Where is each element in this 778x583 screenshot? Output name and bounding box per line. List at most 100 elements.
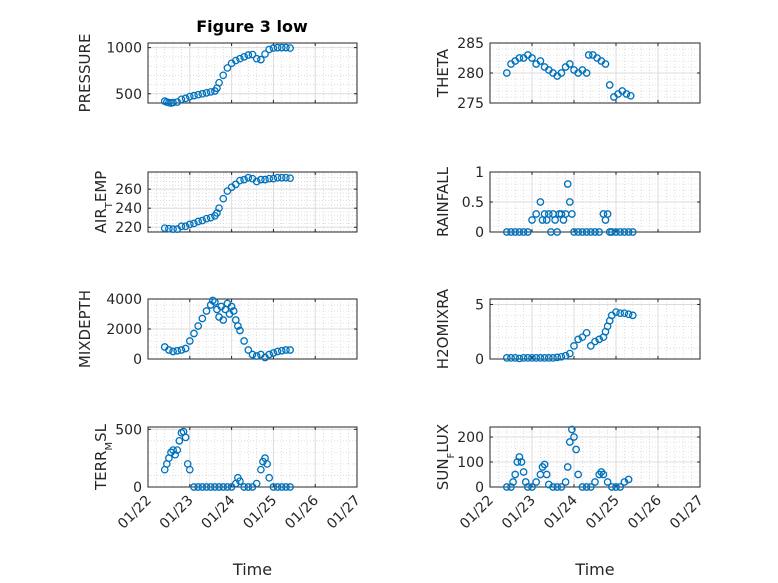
data-point [612, 228, 620, 236]
data-point [194, 322, 203, 330]
data-point [578, 333, 587, 342]
data-point [584, 51, 593, 59]
data-point [252, 54, 261, 63]
data-point [190, 91, 198, 100]
data-point [273, 347, 282, 356]
data-point [528, 354, 536, 362]
data-point [570, 433, 578, 441]
data-point [561, 478, 570, 486]
y-tick-label: 0 [133, 352, 142, 368]
data-point [532, 354, 541, 362]
data-point [194, 483, 203, 491]
x-tick-label: 01/23 [499, 493, 539, 533]
data-point [568, 210, 576, 218]
data-point [229, 307, 238, 315]
x-axis-label: Time [232, 560, 272, 579]
data-point [165, 224, 173, 233]
data-point [257, 465, 265, 474]
data-point [519, 354, 528, 362]
data-point [523, 228, 532, 236]
data-point [511, 470, 520, 479]
y-axis-label: TERRMSL [92, 423, 115, 491]
x-tick-label: 01/24 [199, 492, 239, 532]
data-point [177, 222, 186, 231]
data-point [261, 175, 269, 184]
data-point [169, 225, 177, 233]
data-point [620, 228, 629, 236]
data-point [265, 45, 274, 54]
data-point [582, 228, 591, 236]
data-point [198, 216, 207, 225]
data-point [244, 483, 253, 491]
data-point [257, 55, 265, 64]
data-point [572, 445, 580, 454]
data-point [616, 483, 625, 491]
data-point [234, 322, 242, 330]
data-point [582, 483, 591, 491]
data-point [190, 483, 198, 491]
x-tick-label: 01/26 [282, 492, 322, 532]
axes-box [489, 298, 701, 360]
data-point [568, 425, 576, 434]
data-point [286, 483, 294, 491]
data-point [269, 174, 278, 183]
data-point [624, 475, 633, 484]
data-point [181, 433, 190, 442]
data-point [202, 88, 211, 97]
data-point [273, 483, 282, 491]
data-point [273, 173, 282, 182]
figure-title: Figure 3 low [196, 17, 308, 36]
data-point [244, 346, 253, 354]
data-point [240, 337, 248, 345]
y-tick-label: 280 [457, 66, 484, 82]
y-tick-label: 0 [475, 480, 484, 496]
data-point [240, 175, 248, 184]
y-axis-label: MIXDEPTH [76, 290, 94, 368]
data-point [607, 228, 616, 236]
data-point [185, 220, 194, 229]
y-tick-label: 285 [457, 36, 484, 52]
data-point [528, 483, 536, 491]
data-point [603, 210, 612, 218]
y-tick-label: 5 [475, 297, 484, 313]
data-point [185, 337, 194, 345]
data-point [578, 228, 587, 236]
data-point [624, 228, 633, 236]
data-point [511, 228, 520, 236]
data-point [211, 298, 219, 306]
data-point [190, 329, 198, 338]
y-axis-label: PRESSURE [76, 34, 94, 113]
data-point [169, 347, 177, 356]
data-point [519, 228, 528, 236]
data-point [574, 470, 583, 479]
x-tick-label: 01/23 [157, 493, 197, 533]
data-point [515, 354, 524, 363]
data-point [261, 50, 269, 58]
data-point [561, 351, 570, 360]
data-point [502, 69, 511, 77]
data-point [202, 214, 211, 223]
data-point [586, 342, 595, 350]
x-tick-label: 01/22 [457, 493, 497, 533]
data-point [582, 69, 591, 77]
data-point [219, 483, 228, 491]
data-point [244, 51, 253, 59]
data-point [282, 173, 290, 182]
data-point [536, 57, 545, 65]
data-point [549, 354, 557, 362]
data-point [286, 174, 294, 183]
data-point [607, 483, 616, 491]
data-point [542, 470, 551, 479]
data-point [628, 311, 637, 320]
data-point [263, 460, 271, 468]
data-point [622, 90, 631, 98]
data-point [240, 483, 248, 491]
data-point [586, 228, 595, 236]
data-point [586, 483, 595, 491]
data-point [574, 228, 583, 236]
axes-box [147, 171, 358, 233]
data-point [565, 60, 574, 68]
subplot-rainfall: 0 0.5 1 RAINFALL [434, 165, 701, 241]
data-point [605, 81, 614, 89]
